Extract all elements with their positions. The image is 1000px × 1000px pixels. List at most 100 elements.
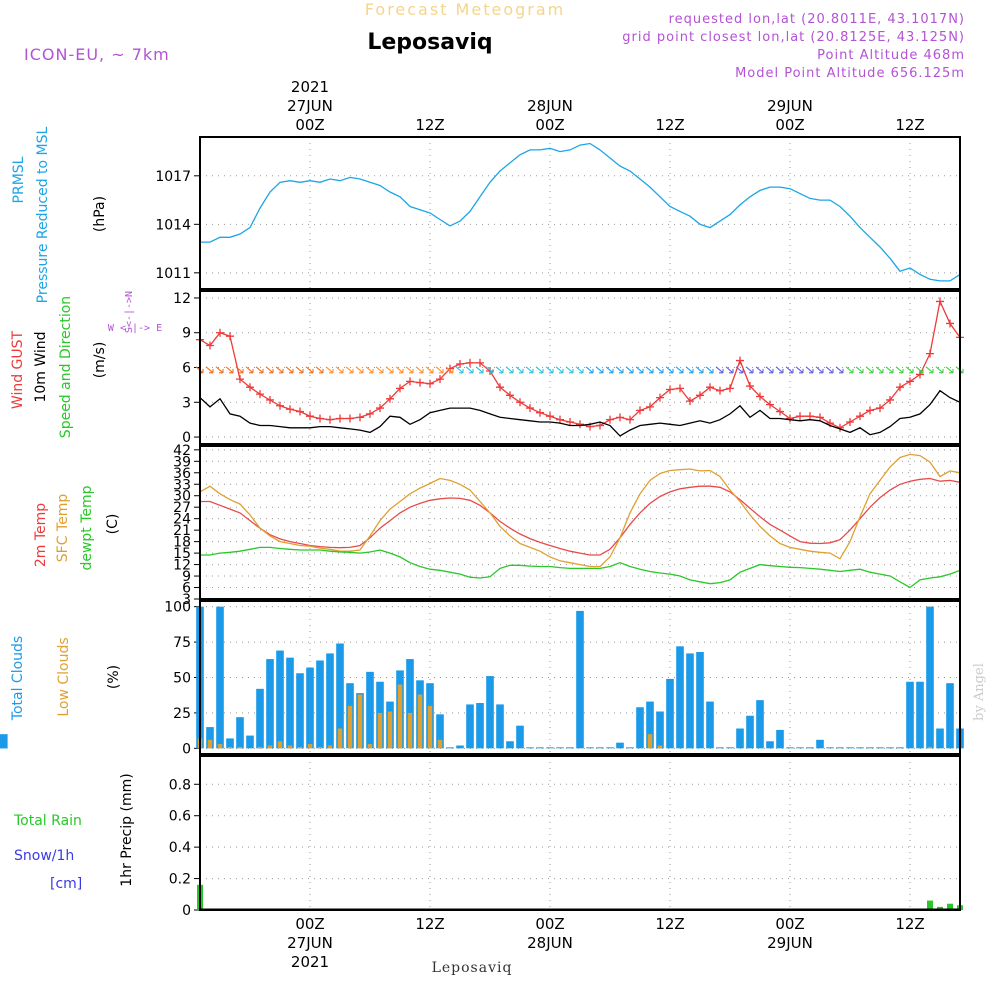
bottom-year-label: 2021 [291,953,329,971]
total-clouds-bar [546,747,554,749]
total-clouds-bar [906,681,914,749]
total-clouds-bar [736,728,744,749]
ytick-label: 42 [173,443,191,459]
gust-label: Wind GUST [10,330,26,409]
total-clouds-bar [676,646,684,749]
total-clouds-bar [256,688,264,749]
gust-point [266,395,274,404]
total-clouds-bar [586,747,594,749]
bottom-hour-label: 00Z [775,915,804,933]
total-clouds-bar [626,747,634,749]
ytick-label: 1011 [155,266,191,282]
faded-title: Forecast Meteogram [365,0,565,19]
wind-direction-arrow [845,366,854,374]
gust-point [236,375,244,384]
gust-point [766,400,774,409]
bottom-date-label: 27JUN [287,934,333,952]
total-clouds-bar [816,739,824,749]
total-clouds-bar [576,610,584,749]
wind-direction-arrow [565,366,574,374]
wind-direction-arrow [455,366,464,374]
total-clouds-bar [826,747,834,749]
top-hour-label: 00Z [775,116,804,134]
total-clouds-bar [286,657,294,749]
gust-point [436,375,444,384]
gust-point [716,386,724,395]
total-clouds-bar [866,747,874,749]
wind-direction-arrow [725,366,734,374]
wind-direction-arrow [615,366,624,374]
series-line-dewpt-temp [200,546,961,589]
ytick-label: 0 [182,430,191,446]
panels: 1011101410170369123691215182124273033363… [0,137,964,919]
wind-direction-arrow [275,366,284,374]
low-clouds-bar [237,746,243,749]
bottom-hour-label: 12Z [655,915,684,933]
total-clouds-bar [536,747,544,749]
low-clouds-bar [227,746,233,749]
total-clouds-bar [316,660,324,749]
wind-direction-arrow [295,366,304,374]
ytick-label: 15 [173,546,191,562]
wind-direction-arrow [675,366,684,374]
panel-wind: 0 3 6 9 12 [173,291,964,446]
ytick-label: 0 [182,903,191,919]
requested-coords: requested lon,lat (20.8011E, 43.1017N) [669,12,965,27]
ytick-label: 9 [182,326,191,342]
gust-point [656,393,664,402]
total-clouds-bar [466,704,474,749]
rain-bar [927,900,933,910]
gust-point [556,415,564,424]
ytick-label: 12 [173,291,191,307]
ytick-label: 33 [173,477,191,493]
low-clouds-label: Low Clouds [56,637,72,716]
total-clouds-bar [526,747,534,749]
panel-clouds: 0 25 50 75 100 [0,600,964,757]
gust-point [866,406,874,415]
wind-direction-arrow [305,366,314,374]
ytick-label: 25 [173,706,191,722]
ytick-label: 3 [182,395,191,411]
total-clouds-bar [746,715,754,749]
ytick-label: 1014 [155,217,191,233]
wind-direction-arrow [225,366,234,374]
gust-point [336,414,344,423]
ytick-label: 0.4 [169,840,191,856]
top-year-label: 2021 [291,78,329,96]
total-clouds-bar [756,700,764,749]
t2m-label: 2m Temp [33,503,49,567]
grid-point-coords: grid point closest lon,lat (20.8125E, 43… [622,30,965,45]
wind-direction-arrow [395,366,404,374]
ytick-label: 100 [164,600,191,616]
wind-direction-arrow [925,366,934,374]
series-line-wind-gust [199,299,961,429]
wind-direction-arrow [655,366,664,374]
low-clouds-bar [207,739,213,749]
gust-point [816,413,824,422]
series-line-prmsl [200,142,961,282]
total-clouds-bar [446,747,454,749]
total-clouds-bar [236,717,244,749]
total-clouds-bar [516,725,524,749]
gust-point [226,332,234,341]
wind-direction-arrow [505,366,514,374]
temp-unit: (C) [105,514,121,535]
gust-point [286,405,294,414]
gust-point [756,392,764,401]
low-clouds-bar [327,745,333,749]
total-clouds-bar [726,747,734,749]
bottom-hour-label: 00Z [295,915,324,933]
gust-point [316,414,324,423]
total-clouds-bar [596,747,604,749]
top-hour-label: 00Z [295,116,324,134]
total-clouds-bar [306,667,314,749]
gust-point [806,412,814,421]
gust-point [396,384,404,393]
wind-direction-arrow [265,366,274,374]
rain-bar [937,906,943,910]
low-clouds-bar [307,744,313,749]
footer-location: Leposaviq [432,960,513,976]
total-clouds-bar [846,747,854,749]
ytick-label: 21 [173,523,191,539]
